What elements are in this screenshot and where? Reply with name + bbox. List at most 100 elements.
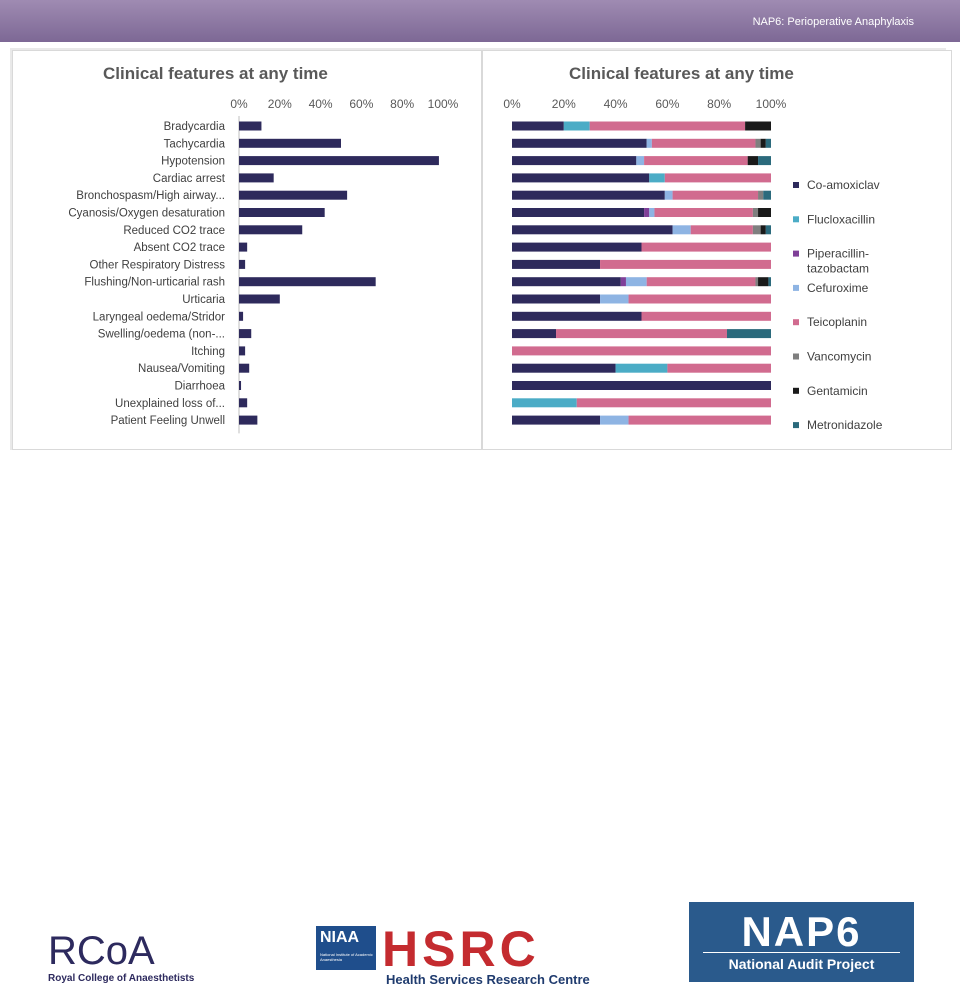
bar-segment: [752, 225, 761, 235]
bar-segment: [512, 173, 650, 183]
bar-segment: [641, 311, 771, 321]
legend-swatch: [793, 422, 799, 429]
bar-segment: [512, 346, 771, 356]
bar-segment: [512, 225, 673, 235]
legend-label: Gentamicin: [807, 384, 868, 398]
bar: [239, 225, 303, 235]
bar: [239, 311, 244, 321]
bar-segment: [628, 415, 771, 425]
category-label: Patient Feeling Unwell: [111, 415, 225, 427]
bar-segment: [760, 138, 766, 148]
nap6-divider: [703, 952, 900, 953]
legend-label: Metronidazole: [807, 418, 883, 432]
bar-segment: [726, 329, 771, 339]
bar-segment: [512, 156, 637, 166]
bar-segment: [752, 208, 759, 217]
x-tick-label: 80%: [707, 97, 731, 111]
niaa-logo: NIAA National Institute of Academic Anae…: [316, 926, 376, 970]
bar: [239, 277, 376, 287]
bar: [239, 346, 246, 356]
bar-segment: [758, 190, 764, 200]
bar: [239, 259, 246, 269]
x-tick-label: 0%: [230, 97, 248, 111]
legend-label: Piperacillin-: [807, 247, 869, 261]
bar-segment: [512, 363, 616, 373]
bar-segment: [672, 190, 759, 200]
x-tick-label: 20%: [268, 97, 292, 111]
bar-segment: [644, 208, 650, 217]
legend-label: Teicoplanin: [807, 315, 867, 329]
bar: [239, 190, 348, 200]
bar-segment: [641, 242, 771, 252]
bar: [239, 242, 248, 252]
bar-segment: [563, 121, 590, 131]
rcoa-logo-text: RCoA: [48, 929, 155, 972]
legend-swatch: [793, 353, 799, 360]
x-tick-label: 60%: [655, 97, 679, 111]
bar-segment: [765, 138, 771, 148]
category-label: Tachycardia: [164, 138, 226, 150]
category-label: Bronchospasm/High airway...: [76, 190, 225, 202]
bar-segment: [760, 225, 766, 235]
x-tick-label: 40%: [604, 97, 628, 111]
chart-title: Clinical features at any time: [569, 64, 794, 83]
bar: [239, 121, 262, 131]
rcoa-name: Royal College of Anaesthetists: [48, 973, 195, 984]
left-chart: Clinical features at any time 0% 20% 40% 60%…: [68, 64, 459, 434]
category-label: Absent CO2 trace: [134, 242, 225, 254]
bar-segment: [758, 156, 771, 166]
bar-segment: [654, 208, 753, 217]
hsrc-name: Health Services Research Centre: [386, 972, 590, 987]
bar-segment: [644, 156, 748, 166]
category-label: Urticaria: [182, 294, 225, 306]
niaa-logo-text: NIAA: [320, 929, 360, 946]
bar-segment: [512, 381, 771, 390]
bar: [239, 294, 280, 304]
bar-segment: [620, 277, 626, 287]
bar-segment: [649, 208, 655, 217]
bar: [239, 398, 248, 408]
bar-segment: [600, 415, 629, 425]
bar-segment: [758, 277, 769, 287]
category-label: Nausea/Vomiting: [138, 363, 225, 375]
legend-swatch: [793, 387, 799, 394]
bar-segment: [755, 277, 759, 287]
bar-segment: [664, 173, 771, 183]
bar-segment: [755, 138, 761, 148]
legend-swatch: [793, 216, 799, 223]
header-title: NAP6: Perioperative Anaphylaxis: [752, 16, 914, 28]
legend-label: Cefuroxime: [807, 281, 869, 295]
bar: [239, 363, 250, 373]
nap6-title: NAP6: [741, 908, 862, 955]
x-tick-label: 100%: [756, 97, 787, 111]
bar: [239, 156, 439, 166]
category-label: Flushing/Non-urticarial rash: [84, 277, 225, 289]
bar: [239, 138, 341, 148]
bar-segment: [747, 156, 759, 166]
bar-segment: [512, 415, 601, 425]
bar-segment: [512, 311, 642, 321]
bar-segment: [556, 329, 727, 339]
bar-segment: [576, 398, 771, 408]
bar-segment: [512, 208, 645, 217]
bar-segment: [646, 277, 756, 287]
legend-label: Co-amoxiclav: [807, 178, 880, 192]
bar-segment: [763, 190, 771, 200]
category-label: Swelling/oedema (non-...: [98, 329, 225, 341]
right-chart: Clinical features at any time 0% 20% 40% 60%…: [503, 64, 883, 432]
category-label: Hypotension: [161, 156, 225, 168]
bar-segment: [512, 259, 601, 269]
legend-label: Vancomycin: [807, 350, 871, 364]
x-tick-label: 40%: [309, 97, 333, 111]
legend-swatch: [793, 284, 799, 291]
category-label: Reduced CO2 trace: [123, 225, 225, 237]
bar-segment: [758, 208, 771, 217]
bar-segment: [600, 259, 771, 269]
bar-segment: [615, 363, 668, 373]
nap6-logo: NAP6 National Audit Project: [689, 902, 914, 982]
bar: [239, 415, 258, 425]
legend-swatch: [793, 182, 799, 188]
bar-segment: [768, 277, 771, 287]
bar-segment: [628, 294, 771, 304]
legend-label: Flucloxacillin: [807, 212, 875, 226]
